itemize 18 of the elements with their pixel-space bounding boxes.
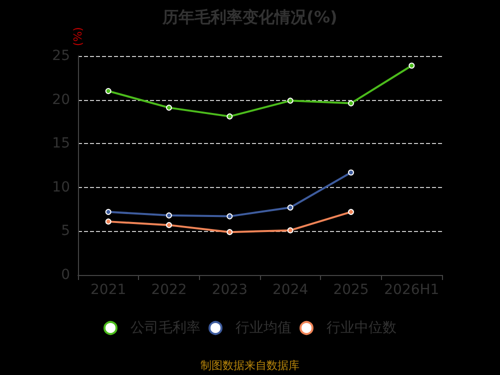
point: [348, 100, 354, 106]
point: [105, 218, 112, 225]
point: [226, 113, 233, 120]
point: [166, 212, 172, 218]
point: [166, 222, 172, 228]
point: [105, 208, 112, 215]
text: 制图数据来自数据库: [200, 359, 300, 372]
point: [287, 227, 294, 234]
point: [287, 98, 294, 104]
point: [348, 170, 354, 176]
point: [105, 88, 112, 94]
y-axis-title: (%): [72, 27, 84, 46]
point: [287, 204, 294, 211]
point: [166, 104, 172, 111]
point: [226, 229, 233, 236]
point: [408, 62, 415, 69]
point: [348, 208, 354, 215]
point: [226, 213, 233, 220]
